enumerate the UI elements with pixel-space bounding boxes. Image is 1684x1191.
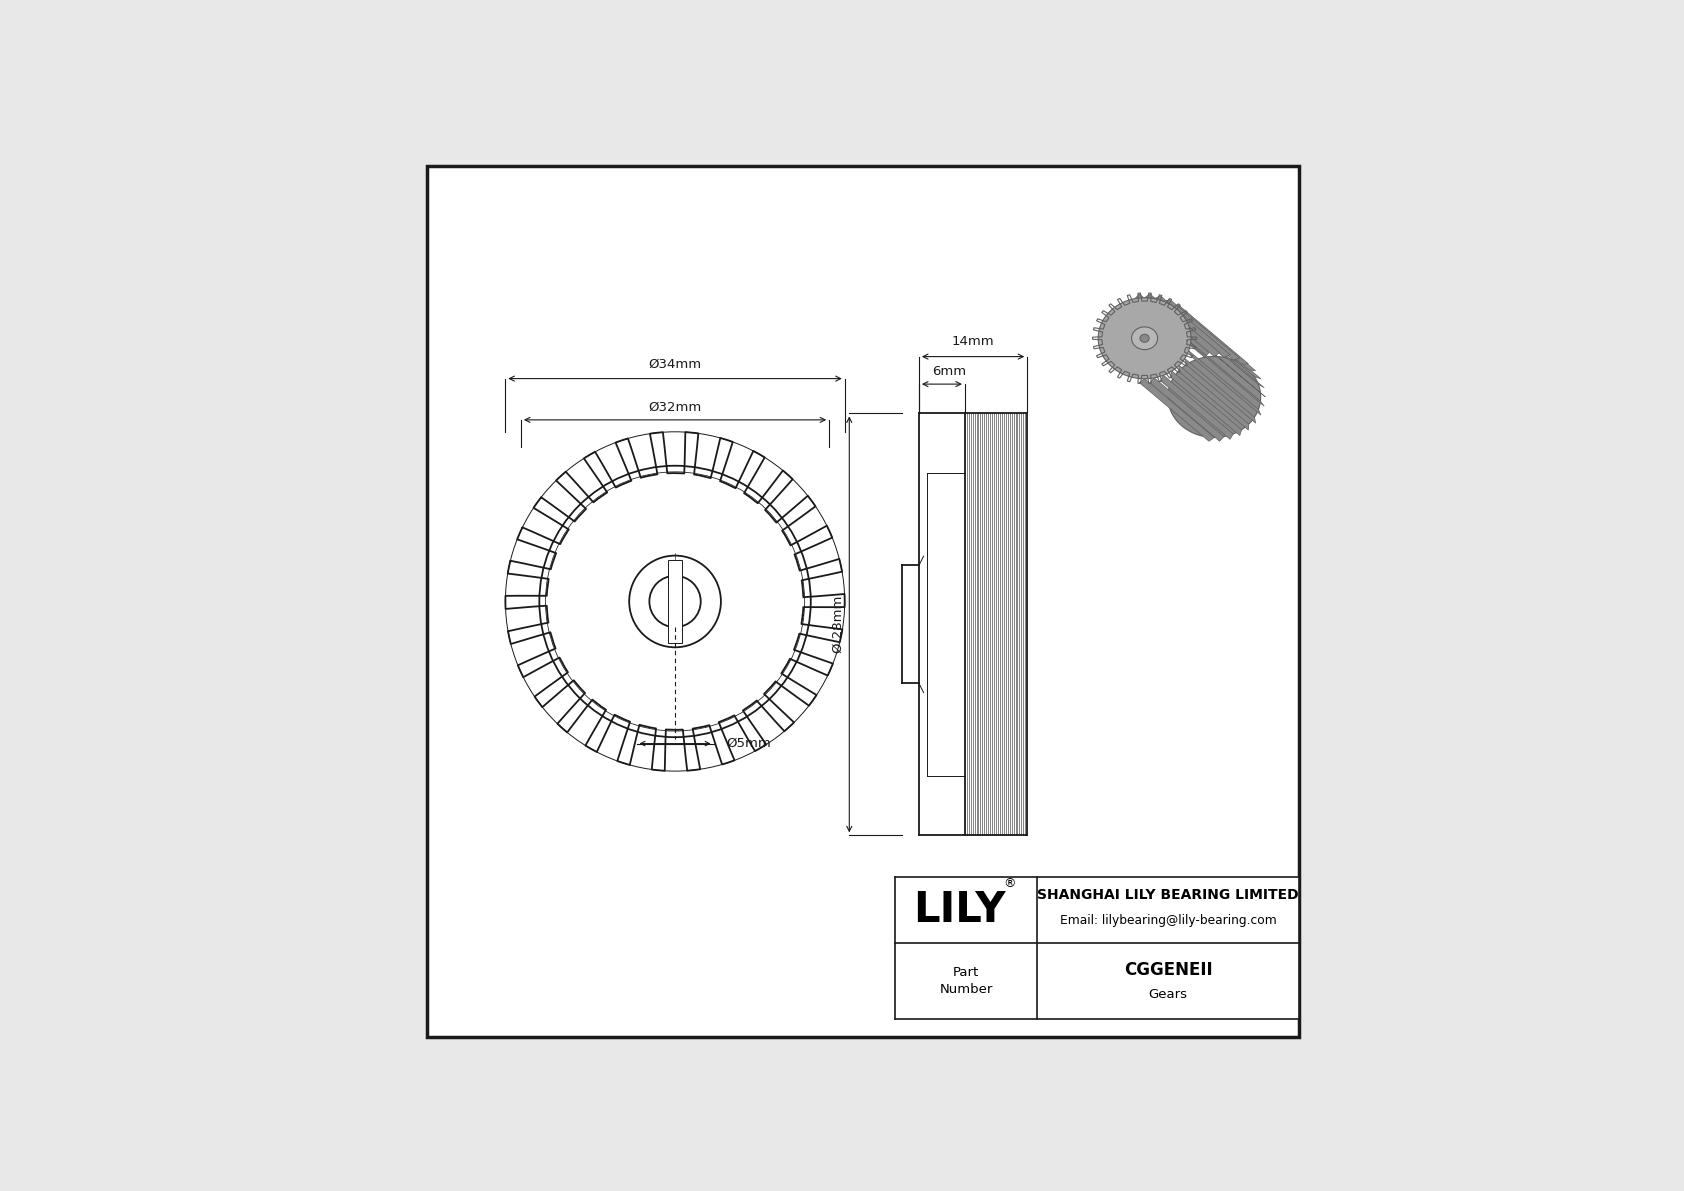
Polygon shape xyxy=(1145,294,1219,356)
Polygon shape xyxy=(1186,318,1261,379)
Polygon shape xyxy=(1150,378,1224,441)
Bar xyxy=(896,877,1298,1018)
Polygon shape xyxy=(1098,298,1191,379)
Text: LILY: LILY xyxy=(913,888,1005,930)
Text: Ø34mm: Ø34mm xyxy=(648,357,702,370)
Text: Ø32mm: Ø32mm xyxy=(648,400,702,413)
Polygon shape xyxy=(1189,351,1261,416)
Text: SHANGHAI LILY BEARING LIMITED: SHANGHAI LILY BEARING LIMITED xyxy=(1037,888,1298,902)
Polygon shape xyxy=(1179,366,1250,430)
Text: 14mm: 14mm xyxy=(951,336,995,348)
Polygon shape xyxy=(1170,372,1241,436)
Polygon shape xyxy=(1154,295,1229,357)
Text: 6mm: 6mm xyxy=(933,364,967,378)
Bar xyxy=(919,413,1027,835)
Text: Ø5mm: Ø5mm xyxy=(726,737,771,750)
Polygon shape xyxy=(1189,326,1265,388)
Polygon shape xyxy=(1191,343,1265,406)
Polygon shape xyxy=(1160,375,1233,439)
Polygon shape xyxy=(1135,294,1209,357)
Polygon shape xyxy=(1179,311,1256,370)
Polygon shape xyxy=(1132,326,1157,350)
Polygon shape xyxy=(1140,335,1148,342)
Polygon shape xyxy=(1186,358,1256,423)
Text: Part
Number: Part Number xyxy=(940,966,994,996)
Text: CGGENEII: CGGENEII xyxy=(1123,961,1212,979)
Text: Email: lilybearing@lily-bearing.com: Email: lilybearing@lily-bearing.com xyxy=(1059,915,1276,927)
Text: ®: ® xyxy=(1004,878,1015,891)
Bar xyxy=(669,560,682,643)
Polygon shape xyxy=(1191,333,1265,397)
Polygon shape xyxy=(1169,356,1261,437)
Text: Ø 28mm: Ø 28mm xyxy=(832,596,845,653)
Text: Gears: Gears xyxy=(1148,987,1187,1000)
Polygon shape xyxy=(1172,305,1248,364)
Polygon shape xyxy=(1140,379,1214,441)
Polygon shape xyxy=(1164,300,1239,360)
